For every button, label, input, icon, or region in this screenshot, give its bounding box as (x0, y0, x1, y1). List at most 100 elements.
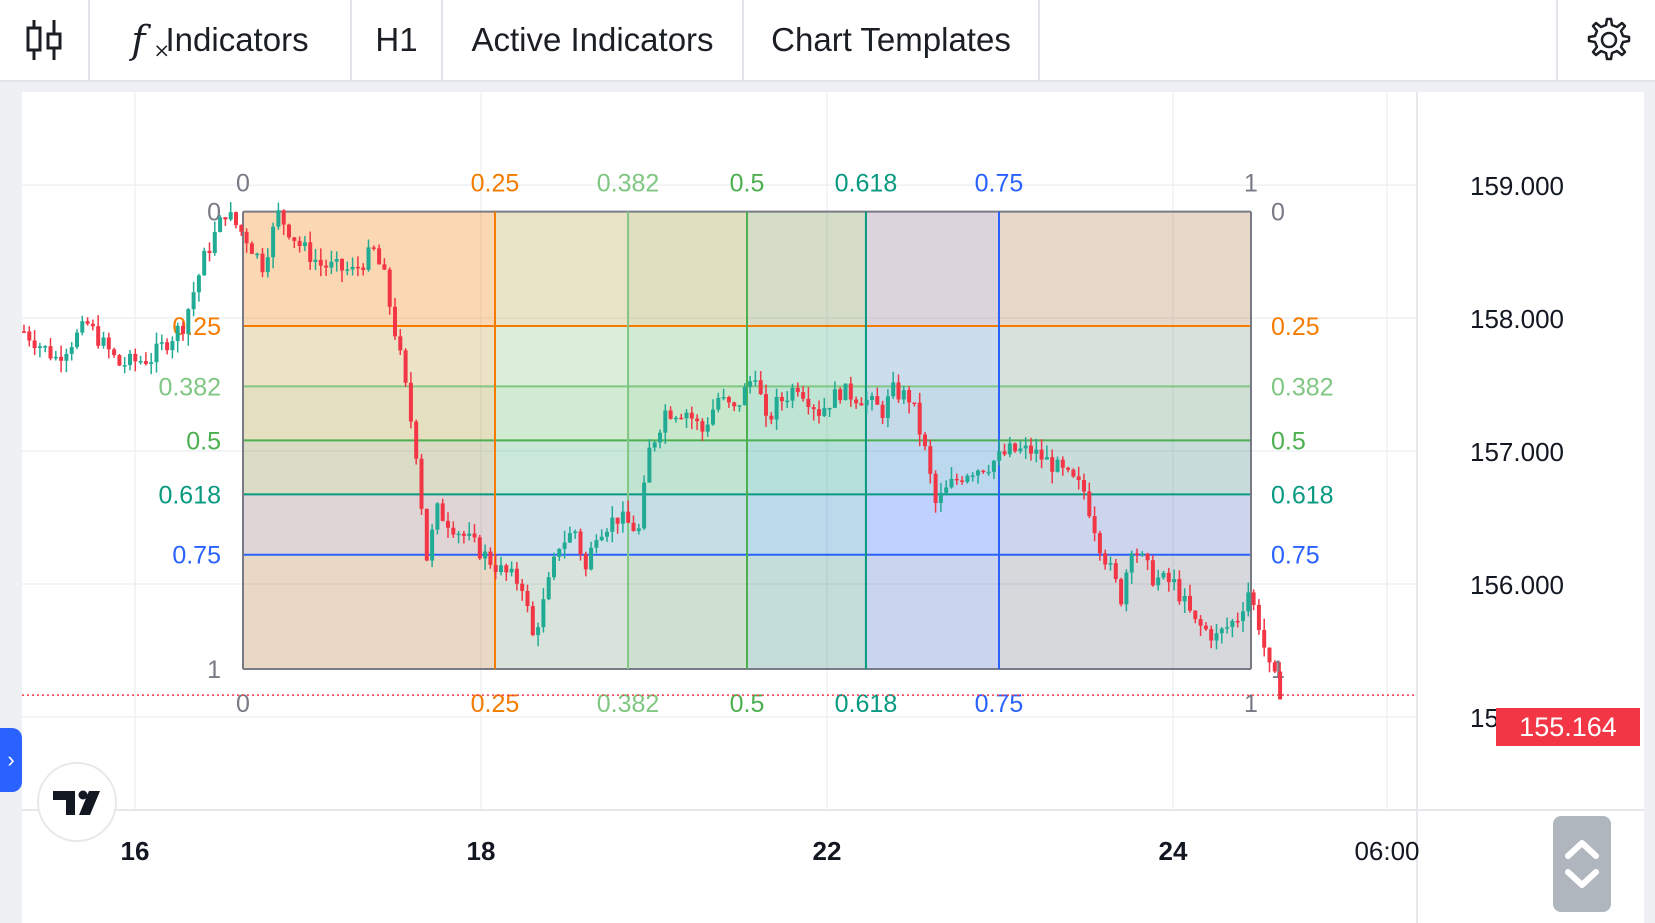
candle-up (276, 210, 281, 227)
time-axis-label: 06:00 (1354, 836, 1419, 866)
candle-up (170, 341, 175, 351)
candle-down (297, 240, 302, 247)
candle-up (1007, 443, 1012, 455)
candle-up (53, 356, 58, 359)
candle-down (779, 396, 784, 402)
candle-up (647, 447, 652, 483)
candle-down (308, 242, 313, 262)
fib-level-label-left: 0.25 (172, 313, 221, 341)
candle-up (976, 470, 980, 476)
candle-up (673, 417, 678, 420)
fib-time-label-top: 0.5 (730, 170, 765, 198)
time-axis-label: 16 (121, 836, 150, 866)
fib-time-label-bottom: 0.75 (975, 690, 1024, 718)
candle-up (658, 432, 662, 443)
fib-time-label-bottom: 0.382 (597, 690, 660, 718)
scroll-to-realtime-button[interactable] (1553, 816, 1611, 912)
candle-down (133, 353, 138, 362)
candle-up (599, 536, 604, 541)
candle-up (986, 471, 991, 474)
candle-down (318, 259, 323, 266)
candle-up (663, 410, 668, 433)
candle-up (885, 396, 890, 418)
candle-down (504, 565, 509, 573)
candle-down (22, 331, 26, 333)
candle-up (509, 568, 514, 573)
candle-down (764, 394, 768, 416)
candle-down (292, 237, 297, 241)
candle-down (32, 340, 37, 349)
candle-down (923, 434, 927, 447)
candle-down (695, 418, 700, 422)
candle-up (159, 342, 164, 344)
candle-down (1188, 595, 1192, 611)
candle-up (64, 353, 69, 361)
candle-up (944, 487, 949, 493)
candlestick-icon (26, 20, 62, 60)
candle-up (1108, 563, 1113, 565)
candle-down (249, 243, 254, 254)
candle-down (525, 590, 530, 607)
interval-button[interactable]: H1 (352, 0, 443, 80)
price-axis-label: 156.000 (1470, 570, 1564, 600)
candle-up (573, 531, 578, 534)
price-axis-label: 158.000 (1470, 304, 1564, 334)
candle-down (1209, 629, 1214, 641)
candle-down (514, 568, 519, 584)
candle-down (387, 269, 392, 307)
candle-down (679, 417, 684, 420)
candle-up (1124, 572, 1129, 605)
candle-up (313, 259, 318, 262)
candle-up (949, 478, 954, 488)
fib-level-label-left: 1 (207, 656, 221, 684)
candle-down (732, 402, 737, 407)
candle-down (59, 356, 64, 361)
side-panel-toggle[interactable]: › (0, 728, 22, 792)
candle-up (1129, 553, 1134, 573)
time-axis-label: 24 (1159, 836, 1188, 866)
candle-down (398, 336, 403, 351)
candle-down (143, 361, 148, 364)
candle-up (218, 217, 223, 232)
candle-down (424, 508, 429, 561)
chart-templates-button[interactable]: Chart Templates (744, 0, 1040, 80)
candle-down (1235, 620, 1240, 623)
settings-button[interactable] (1556, 0, 1655, 80)
candle-up (1246, 592, 1251, 612)
fib-time-label-top: 0.75 (975, 170, 1024, 198)
fib-level-label-right: 0.618 (1271, 481, 1334, 509)
candle-up (642, 482, 647, 529)
candle-down (854, 399, 859, 404)
indicators-button[interactable]: f × Indicators (90, 0, 352, 80)
chevron-up-down-icon (1565, 840, 1599, 888)
active-indicators-button[interactable]: Active Indicators (443, 0, 744, 80)
candle-down (1013, 443, 1018, 452)
candle-down (960, 480, 965, 482)
candle-down (795, 387, 800, 393)
candle-up (938, 492, 943, 504)
candle-down (403, 350, 408, 383)
chart-panel[interactable]: 0 0 0.25 0.25 0.382 0.382 0.5 0.5 0.618 0.618 0.75… (22, 92, 1644, 923)
candle-up (991, 460, 996, 472)
fib-level-label-left: 0.75 (172, 542, 221, 570)
candle-down (1278, 671, 1283, 700)
candle-down (896, 382, 901, 400)
candle-up (891, 382, 896, 397)
fib-time-label-bottom: 0.25 (471, 690, 520, 718)
candle-down (181, 325, 185, 334)
candle-down (1082, 480, 1086, 492)
candle-down (530, 606, 535, 636)
fib-time-label-top: 0.618 (835, 170, 898, 198)
candle-up (536, 627, 541, 636)
chart-type-button[interactable] (0, 0, 90, 80)
candle-down (811, 407, 816, 410)
candle-down (1050, 457, 1055, 472)
tradingview-logo[interactable] (37, 762, 117, 842)
candle-down (1203, 625, 1208, 630)
candle-up (822, 408, 827, 416)
candle-down (700, 421, 705, 432)
candle-up (1219, 628, 1224, 634)
candle-down (355, 266, 360, 269)
candle-down (371, 247, 376, 249)
